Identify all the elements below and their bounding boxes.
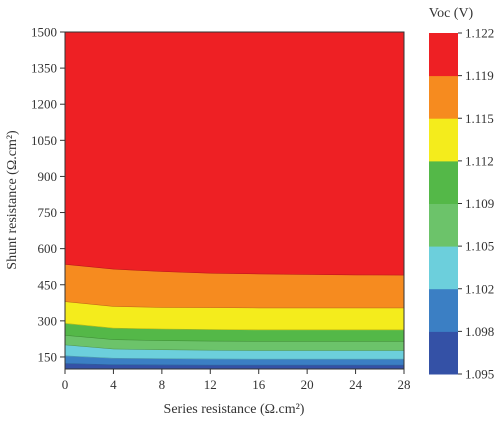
colorbar-tick-label: 1.109 [465,196,494,211]
contour-line-5 [64,301,404,309]
x-tick-label: 12 [204,377,217,392]
contour-line-3 [64,335,404,342]
colorbar-tick-label: 1.122 [465,26,494,41]
x-axis: 0 4 8 12 16 20 24 28 [62,369,411,392]
colorbar-tick-label: 1.112 [465,153,494,168]
colorbar-tick-label: 1.095 [465,367,494,382]
colorbar-swatch [429,288,458,332]
plot-frame [64,31,405,370]
y-tick-label: 1200 [31,97,57,112]
contour-line-0 [64,363,404,366]
y-tick-label: 450 [38,277,58,292]
contour-line-6 [64,264,405,276]
colorbar-title: Voc (V) [429,6,474,21]
colorbar-swatch [429,246,458,290]
contour-line-4 [64,323,404,331]
colorbar-tick-label: 1.098 [465,324,494,339]
colorbar-swatch [429,75,458,119]
contour-lines [64,264,405,366]
colorbar-swatch [429,203,458,247]
contour-line-1 [64,355,404,360]
y-axis-label: Shunt resistance (Ω.cm²) [5,130,20,270]
colorbar-tick-label: 1.102 [465,281,494,296]
x-tick-label: 4 [110,377,117,392]
x-tick-label: 8 [159,377,166,392]
x-axis-label: Series resistance (Ω.cm²) [164,402,305,417]
x-tick-label: 0 [62,377,69,392]
y-tick-label: 750 [38,205,58,220]
contour-line-2 [64,344,404,351]
contour-band-7 [64,31,405,276]
y-tick-label: 1050 [31,133,57,148]
colorbar: 1.095 1.098 1.102 1.105 1.109 1.112 1.115 1.119… [429,26,494,382]
colorbar-swatch [429,160,458,204]
y-tick-label: 1350 [31,61,57,76]
colorbar-swatch [429,331,458,375]
contour-fills [64,31,405,370]
colorbar-swatch [429,118,458,162]
y-tick-label: 900 [38,169,58,184]
y-tick-label: 150 [38,349,58,364]
colorbar-tick-label: 1.105 [465,239,494,254]
x-tick-label: 28 [398,377,411,392]
y-tick-label: 300 [38,313,58,328]
colorbar-tick-label: 1.119 [465,68,494,83]
colorbar-tick-label: 1.115 [465,111,494,126]
y-tick-label: 600 [38,241,58,256]
x-tick-label: 20 [301,377,314,392]
colorbar-swatch [429,33,458,77]
x-tick-label: 16 [252,377,266,392]
y-axis: 150 300 450 600 750 900 1050 1200 1350 1500 [31,25,65,364]
y-tick-label: 1500 [31,25,57,40]
x-tick-label: 24 [349,377,363,392]
